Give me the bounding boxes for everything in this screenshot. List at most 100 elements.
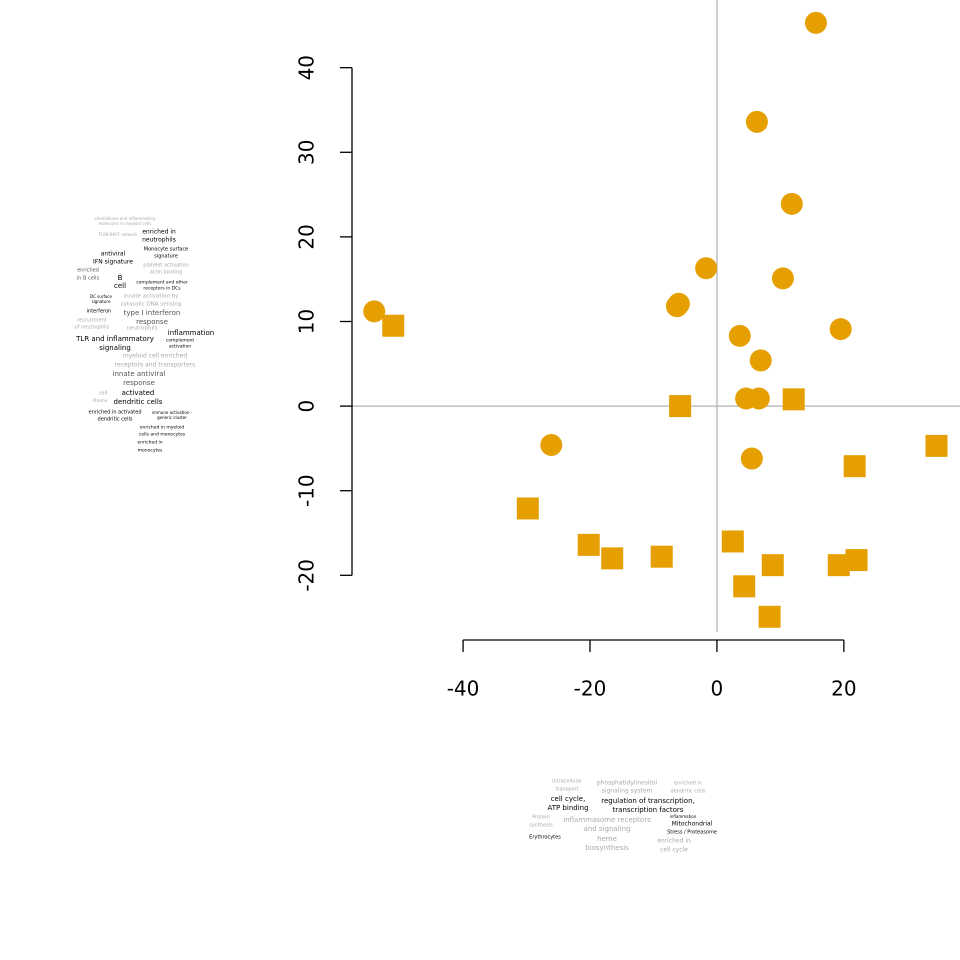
word: cell xyxy=(114,282,126,290)
point xyxy=(382,314,405,337)
word: chemokines and inflammatory xyxy=(94,216,156,221)
word: signaling xyxy=(99,344,131,352)
word: IFN signature xyxy=(93,259,133,266)
word: receptors in DCs xyxy=(143,286,181,292)
word: activation xyxy=(169,344,191,350)
point xyxy=(780,192,803,215)
word: neutrophils xyxy=(142,237,176,244)
word: Protein xyxy=(532,815,550,821)
word: enriched in xyxy=(674,781,702,787)
word: signature xyxy=(154,254,178,260)
x-tick-label: 0 xyxy=(711,677,724,701)
word: Stress / Proteasome xyxy=(667,830,717,836)
word: phosphatidylinositol xyxy=(597,780,658,787)
word: dendritic cells xyxy=(98,417,133,423)
word: neutrophils xyxy=(127,326,158,332)
word: enriched in activated xyxy=(89,410,142,416)
word: and signaling xyxy=(584,825,631,833)
word: activated xyxy=(122,389,155,397)
word: TLR and inflammatory xyxy=(75,335,154,343)
word: inflammasome receptors xyxy=(563,816,651,824)
word: enriched in xyxy=(137,440,162,446)
word: in B cells xyxy=(77,276,100,282)
word: inflammation xyxy=(670,814,697,819)
x-tick-label: -20 xyxy=(574,677,607,701)
word: Monocyte surface xyxy=(144,247,188,253)
y-tick-label: 0 xyxy=(295,400,319,413)
y-tick-label: 20 xyxy=(295,224,319,249)
word: enriched in xyxy=(142,229,176,236)
word: cell xyxy=(99,391,108,397)
word: dendritic cells xyxy=(114,398,163,406)
word: Mitochondrial xyxy=(672,821,713,828)
point xyxy=(577,533,600,556)
word: monocytes xyxy=(138,448,163,454)
point xyxy=(758,605,781,628)
word: signaling system xyxy=(602,788,653,795)
y-tick-label: 40 xyxy=(295,55,319,80)
word: response xyxy=(123,379,155,387)
word: innate antiviral xyxy=(113,370,166,378)
word: inflammation xyxy=(168,329,214,337)
point xyxy=(845,549,868,572)
word: complement and other xyxy=(136,280,188,286)
word: antiviral xyxy=(101,251,126,258)
point xyxy=(669,395,692,418)
word: Erythrocytes xyxy=(529,835,561,841)
point xyxy=(804,11,827,34)
point xyxy=(740,447,763,470)
point xyxy=(733,575,756,598)
x-tick-label: 20 xyxy=(831,677,856,701)
point xyxy=(771,267,794,290)
word: innate activation by xyxy=(124,294,180,300)
word: myeloid cell enriched xyxy=(123,353,187,360)
word: intracellular xyxy=(552,779,583,785)
word: enriched xyxy=(77,268,99,274)
word: TLR8-BAFF network xyxy=(98,232,139,237)
point xyxy=(650,545,673,568)
word: cytosolic DNA sensing xyxy=(121,302,182,308)
word: platelet activation xyxy=(143,263,188,269)
word: of neutrophils xyxy=(75,325,110,331)
word: immune activation - xyxy=(152,410,193,415)
word: B xyxy=(118,274,123,282)
word: cell cycle xyxy=(660,847,688,854)
word: receptors and transporters xyxy=(115,362,196,369)
word: dendritic cells xyxy=(671,789,706,795)
point xyxy=(745,110,768,133)
point xyxy=(749,349,772,372)
word: complement xyxy=(166,338,194,344)
point xyxy=(843,455,866,478)
point xyxy=(363,300,386,323)
word: DC surface xyxy=(90,294,112,299)
word: generic cluster xyxy=(157,415,187,420)
y-tick-label: -10 xyxy=(295,474,319,507)
word: synthesis xyxy=(529,823,553,829)
word: enriched in xyxy=(657,838,691,845)
word: molecules in myeloid cells xyxy=(99,221,152,226)
point xyxy=(925,434,948,457)
point xyxy=(540,434,563,457)
y-tick-label: -20 xyxy=(295,559,319,592)
point xyxy=(516,497,539,520)
word: recruitment xyxy=(77,318,106,324)
word: cell cycle, xyxy=(551,795,586,803)
word: signature xyxy=(92,299,111,304)
word: heme xyxy=(597,835,617,843)
x-tick-label: -40 xyxy=(447,677,480,701)
point xyxy=(601,547,624,570)
word: transport xyxy=(555,787,578,793)
point xyxy=(665,295,688,318)
point xyxy=(761,554,784,577)
word: actin binding xyxy=(150,270,183,276)
word: regulation of transcription, xyxy=(601,797,695,805)
point xyxy=(827,554,850,577)
point xyxy=(829,318,852,341)
point xyxy=(721,530,744,553)
word: enriched in myeloid xyxy=(140,425,185,431)
word: ATP binding xyxy=(547,804,588,812)
word: biosynthesis xyxy=(585,844,629,852)
word: type I interferon xyxy=(124,309,181,317)
point xyxy=(728,324,751,347)
